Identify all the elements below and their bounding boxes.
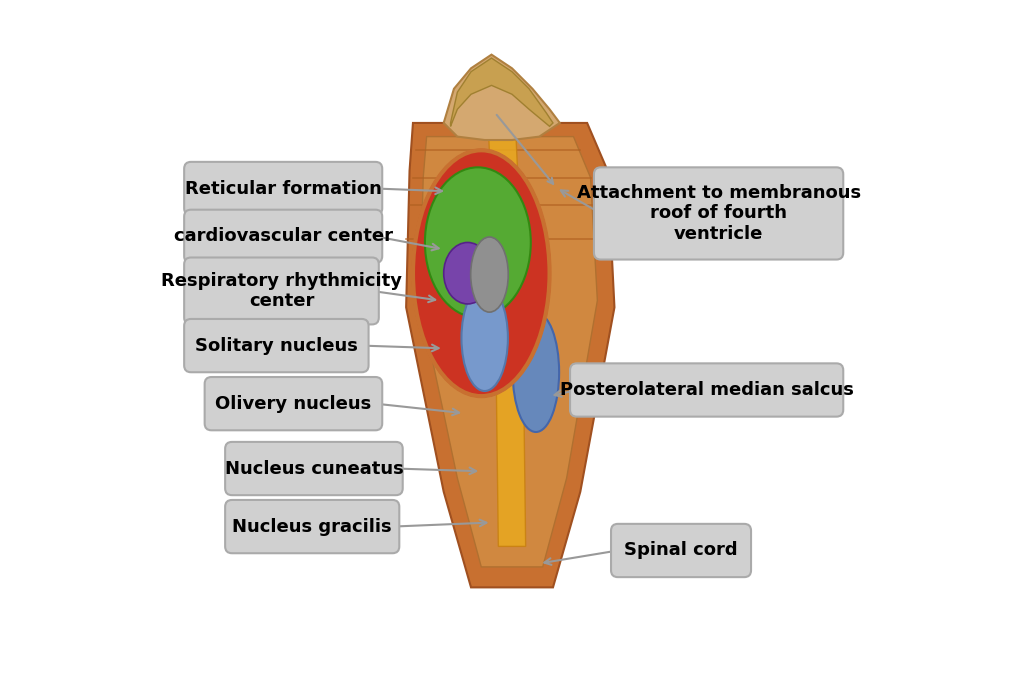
Text: Olivery nucleus: Olivery nucleus — [215, 395, 372, 413]
Text: cardiovascular center: cardiovascular center — [174, 227, 392, 245]
Ellipse shape — [471, 237, 508, 312]
Text: Reticular formation: Reticular formation — [184, 180, 382, 197]
Polygon shape — [488, 123, 525, 546]
Ellipse shape — [443, 242, 492, 304]
FancyBboxPatch shape — [184, 319, 369, 372]
FancyBboxPatch shape — [184, 257, 379, 324]
Text: Nucleus cuneatus: Nucleus cuneatus — [224, 460, 403, 477]
Ellipse shape — [462, 285, 508, 391]
FancyBboxPatch shape — [570, 363, 843, 417]
Text: Spinal cord: Spinal cord — [625, 542, 738, 559]
FancyBboxPatch shape — [184, 210, 382, 263]
FancyBboxPatch shape — [184, 162, 382, 215]
Text: Posterolateral median salcus: Posterolateral median salcus — [560, 381, 854, 399]
Polygon shape — [451, 58, 553, 126]
Text: Respiratory rhythmicity
center: Respiratory rhythmicity center — [161, 272, 402, 310]
Polygon shape — [420, 137, 597, 567]
Polygon shape — [443, 55, 560, 140]
FancyBboxPatch shape — [611, 524, 751, 577]
FancyBboxPatch shape — [225, 500, 399, 553]
Ellipse shape — [413, 150, 550, 396]
Polygon shape — [407, 123, 614, 587]
FancyBboxPatch shape — [594, 167, 843, 260]
FancyBboxPatch shape — [225, 442, 402, 495]
Text: Attachment to membranous
roof of fourth
ventricle: Attachment to membranous roof of fourth … — [577, 184, 860, 243]
Ellipse shape — [513, 313, 559, 432]
Text: Nucleus gracilis: Nucleus gracilis — [232, 518, 392, 535]
Ellipse shape — [425, 167, 530, 318]
Text: Solitary nucleus: Solitary nucleus — [195, 337, 357, 354]
FancyBboxPatch shape — [205, 377, 382, 430]
